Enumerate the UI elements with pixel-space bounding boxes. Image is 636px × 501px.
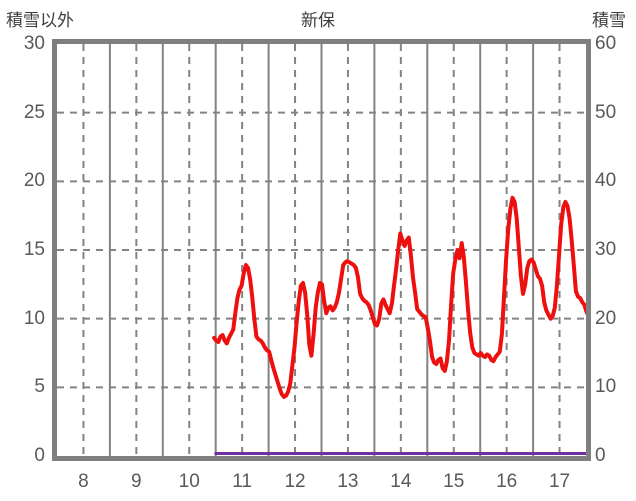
left-tick-20: 20 xyxy=(23,170,45,192)
plot-svg xyxy=(57,44,586,456)
right-tick-50: 50 xyxy=(595,101,617,123)
x-tick-13: 13 xyxy=(337,471,359,492)
x-tick-16: 16 xyxy=(496,471,518,492)
left-tick-10: 10 xyxy=(23,307,45,329)
plot-area xyxy=(52,39,591,461)
left-tick-15: 15 xyxy=(23,239,45,260)
right-tick-60: 60 xyxy=(595,33,617,54)
left-tick-25: 25 xyxy=(23,101,45,123)
right-tick-0: 0 xyxy=(595,445,606,466)
x-tick-9: 9 xyxy=(131,471,142,492)
x-tick-12: 12 xyxy=(284,471,306,492)
right-tick-30: 30 xyxy=(595,239,617,260)
left-tick-30: 30 xyxy=(23,33,45,54)
right-tick-10: 10 xyxy=(595,376,617,398)
right-axis-title: 積雪 xyxy=(592,11,626,30)
x-tick-8: 8 xyxy=(78,471,89,492)
left-axis-title: 積雪以外 xyxy=(6,11,74,30)
x-tick-17: 17 xyxy=(548,471,571,492)
x-tick-15: 15 xyxy=(443,471,465,492)
x-tick-11: 11 xyxy=(232,471,252,492)
x-tick-14: 14 xyxy=(390,471,412,492)
left-tick-5: 5 xyxy=(34,376,45,398)
left-tick-0: 0 xyxy=(34,445,45,466)
chart-title: 新保 xyxy=(301,11,335,30)
right-tick-40: 40 xyxy=(595,170,617,192)
right-tick-20: 20 xyxy=(595,307,617,329)
x-tick-10: 10 xyxy=(178,471,200,492)
non-snow-line xyxy=(212,195,586,399)
